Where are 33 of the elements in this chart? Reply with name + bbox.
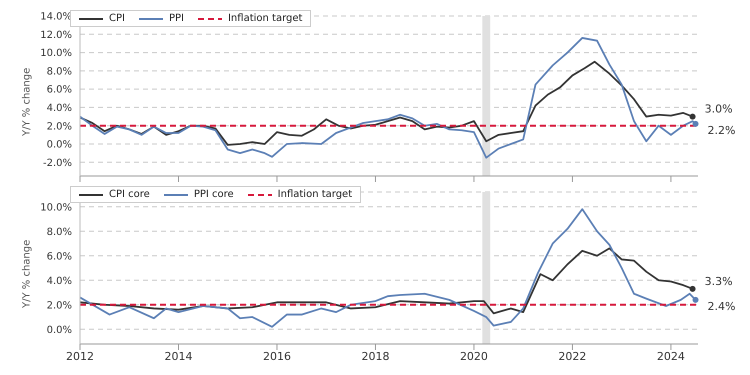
x-tick-label: 2014: [164, 350, 192, 363]
x-tick-label: 2016: [262, 350, 291, 363]
y-tick-label: 2.0%: [46, 121, 72, 132]
y-tick-label: 6.0%: [46, 251, 72, 262]
legend-label: Inflation target: [228, 13, 302, 24]
x-tick-label: 2024: [656, 350, 685, 363]
y-tick-label: 8.0%: [46, 66, 72, 78]
y-tick-label: 10.0%: [40, 48, 72, 60]
legend-label: PPI: [168, 13, 184, 24]
y-tick-label: 12.0%: [40, 30, 72, 41]
x-tick-label: 2018: [361, 350, 390, 363]
y-tick-label: -2.0%: [42, 158, 72, 169]
y-tick-label: 4.0%: [46, 276, 72, 287]
y-tick-label: 0.0%: [46, 324, 72, 336]
legend-label: PPI core: [194, 189, 234, 200]
text: 3.0%: [704, 102, 733, 116]
y-tick-label: 10.0%: [40, 202, 72, 214]
x-tick-label: 2012: [66, 350, 94, 363]
legend-label: CPI: [109, 13, 125, 24]
y-axis-title: Y/Y % change: [22, 68, 33, 137]
y-tick-label: 8.0%: [46, 226, 72, 238]
text: 3.3%: [704, 274, 733, 288]
y-tick-label: 0.0%: [46, 140, 72, 151]
legend-label: CPI core: [109, 189, 150, 200]
x-tick-label: 2020: [460, 350, 488, 363]
legend-label: Inflation target: [278, 189, 352, 200]
y-tick-label: 6.0%: [46, 84, 72, 96]
y-axis-title: Y/Y % change: [22, 240, 33, 309]
x-tick-label: 2022: [558, 350, 586, 363]
y-tick-label: 4.0%: [46, 102, 72, 114]
text: 2.2%: [708, 124, 736, 137]
text: 2.4%: [708, 300, 736, 313]
y-tick-label: 2.0%: [46, 300, 72, 312]
